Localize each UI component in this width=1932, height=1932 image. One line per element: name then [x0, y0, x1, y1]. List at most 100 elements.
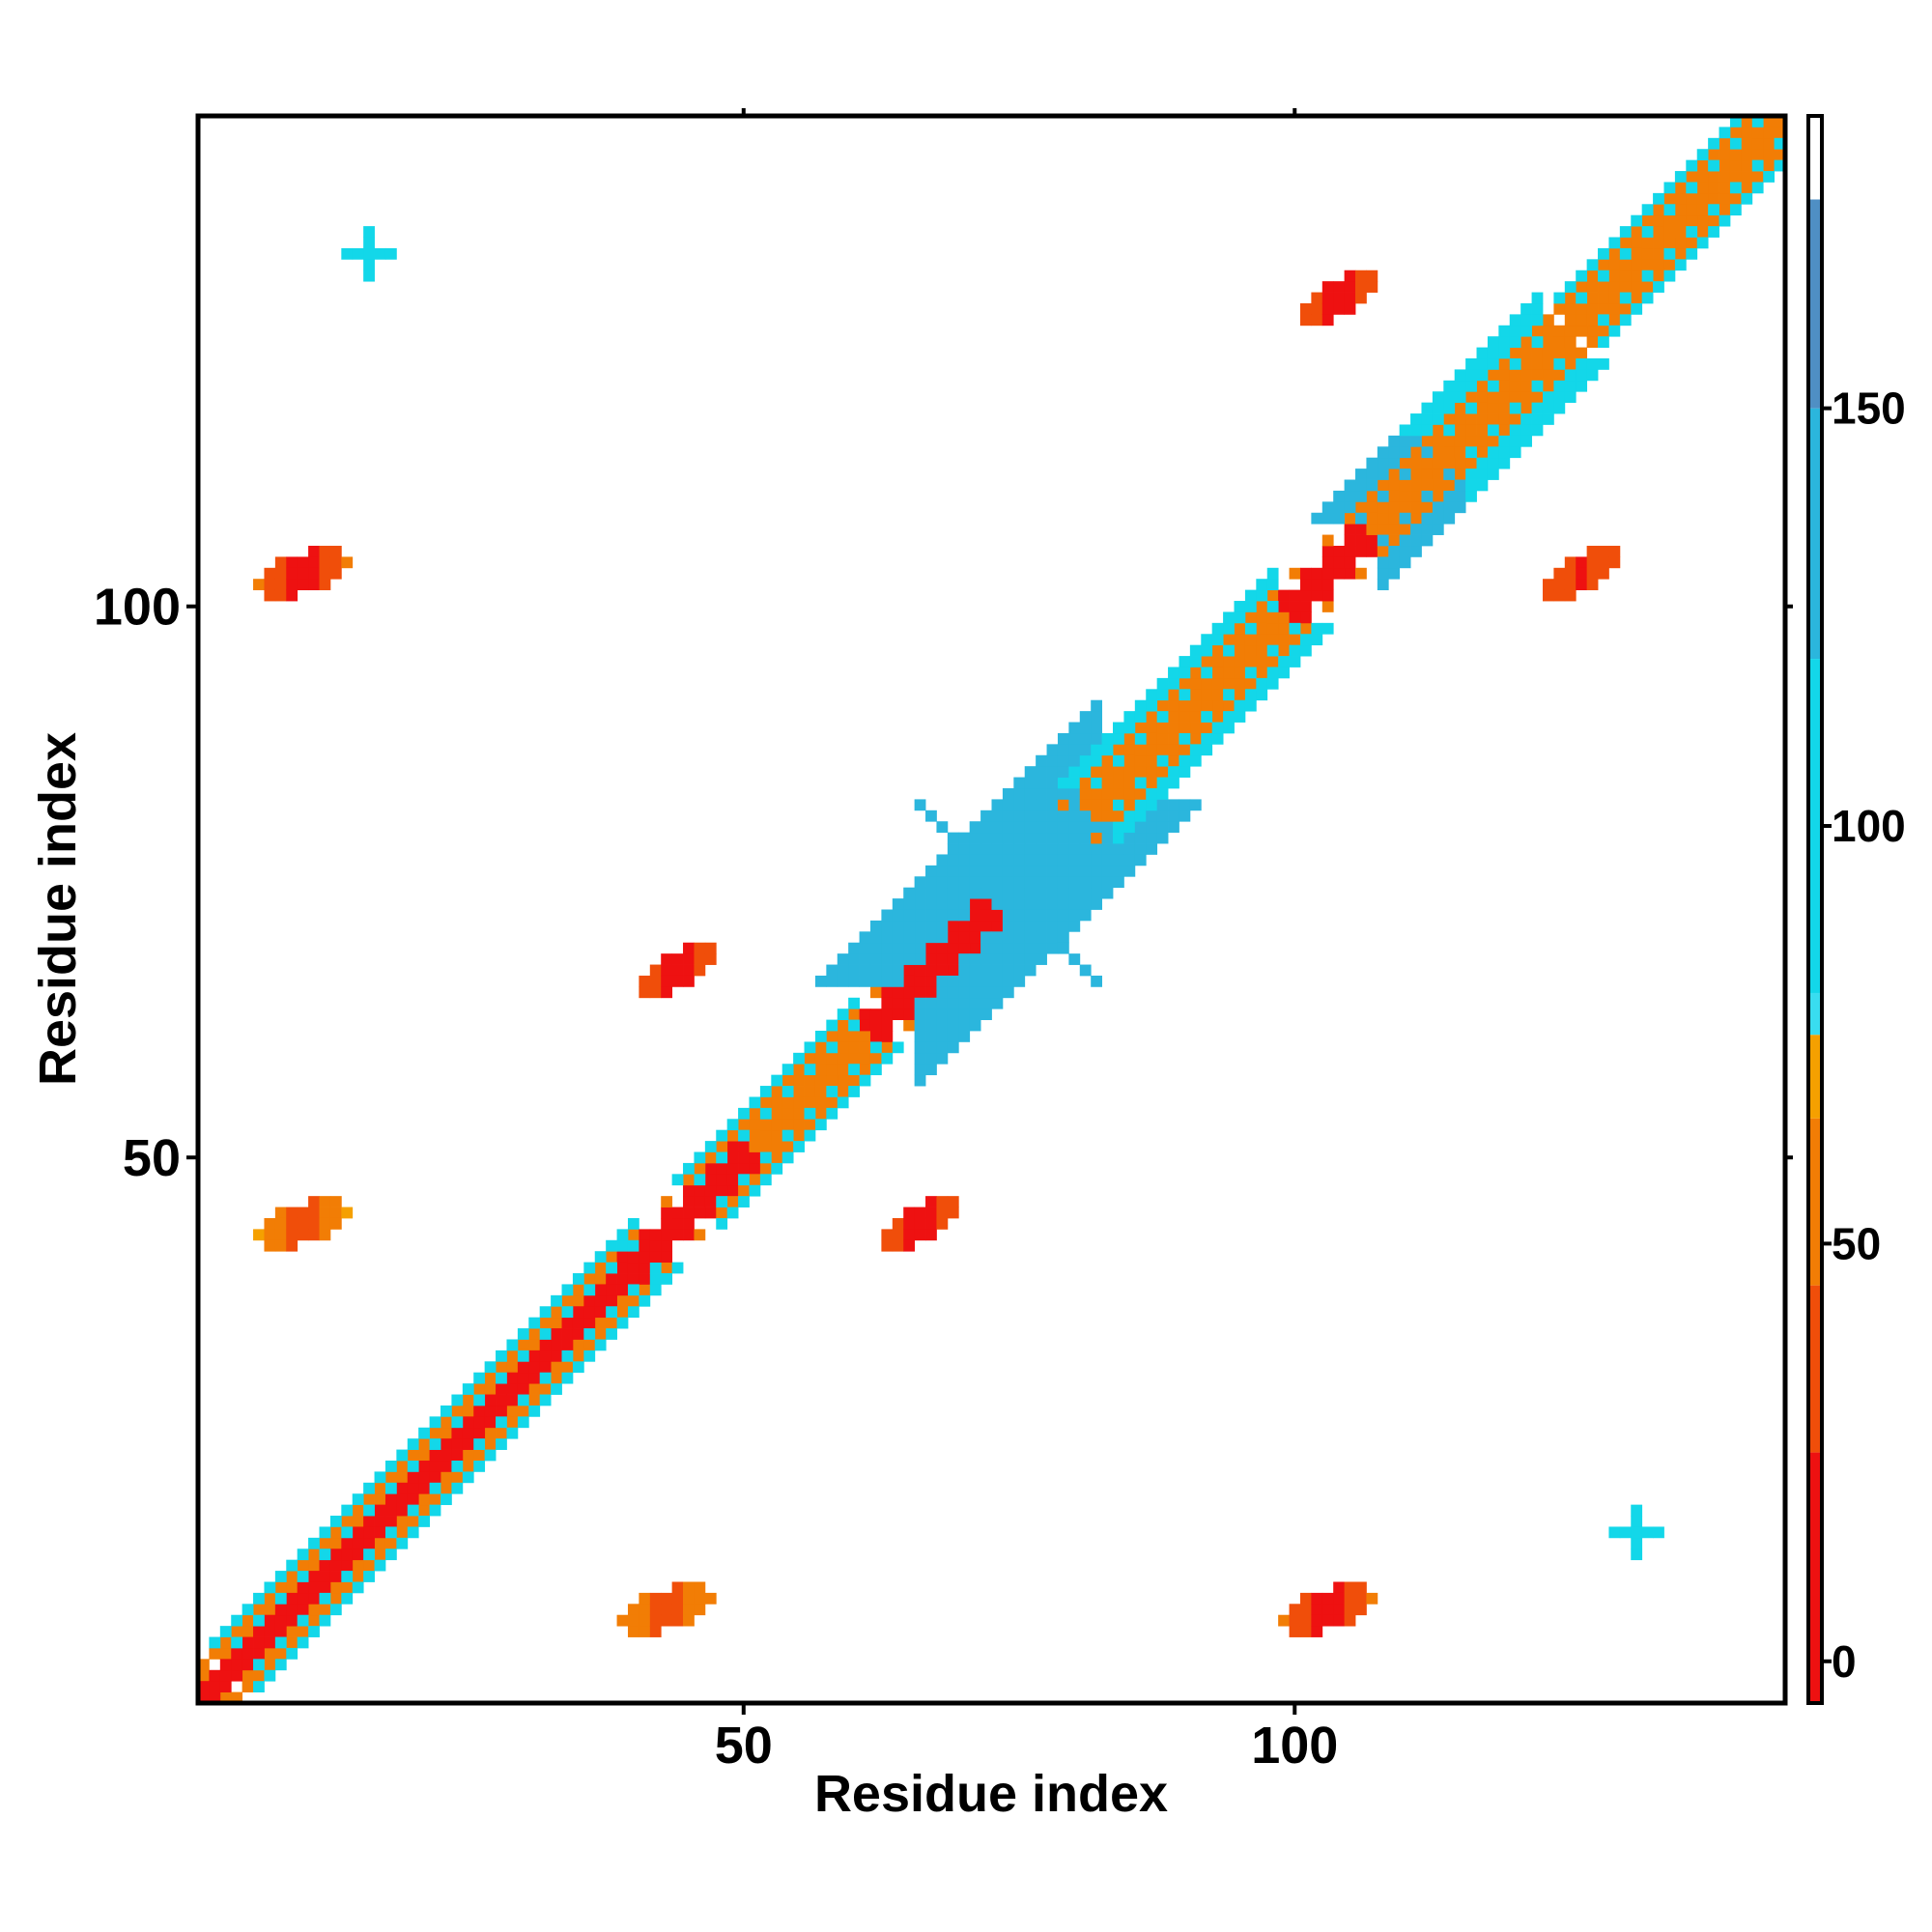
heatmap-cell: [1454, 479, 1466, 492]
heatmap-cell: [616, 1273, 629, 1285]
heatmap-cell: [517, 1328, 529, 1340]
heatmap-cell: [1046, 931, 1059, 944]
heatmap-cell: [914, 1229, 926, 1241]
heatmap-cell: [1113, 777, 1124, 789]
heatmap-cell: [716, 1184, 728, 1197]
heatmap-cell: [1024, 777, 1037, 789]
heatmap-cell: [572, 1361, 584, 1374]
heatmap-cell: [1333, 281, 1346, 293]
heatmap-cell: [1002, 975, 1014, 987]
heatmap-cell: [1598, 281, 1609, 293]
heatmap-cell: [1576, 347, 1588, 359]
heatmap-cell: [384, 1482, 397, 1494]
heatmap-cell: [1399, 469, 1411, 480]
heatmap-cell: [583, 1339, 596, 1351]
heatmap-cell: [1333, 1592, 1346, 1605]
heatmap-cell: [561, 1361, 574, 1374]
heatmap-cell: [1299, 611, 1312, 624]
heatmap-cell: [1729, 182, 1742, 194]
heatmap-cell: [1377, 567, 1389, 580]
heatmap-cell: [1366, 490, 1378, 502]
heatmap-cell: [274, 1581, 287, 1594]
heatmap-cell: [1432, 501, 1444, 514]
heatmap-cell: [936, 931, 949, 944]
colorbar-band: [1808, 408, 1822, 660]
heatmap-cell: [1024, 953, 1037, 965]
heatmap-cell: [1179, 689, 1191, 701]
heatmap-cell: [219, 1626, 232, 1637]
heatmap-cell: [1586, 259, 1599, 271]
heatmap-cell: [1179, 699, 1191, 712]
heatmap-cell: [925, 1031, 937, 1042]
heatmap-cell: [1421, 457, 1434, 469]
heatmap-cell: [1179, 744, 1191, 756]
heatmap-cell: [859, 1041, 871, 1054]
heatmap-cell: [1531, 391, 1544, 404]
heatmap-cell: [671, 1581, 684, 1594]
heatmap-cell: [991, 854, 1004, 867]
heatmap-cell: [936, 1019, 949, 1032]
heatmap-cell: [936, 1207, 949, 1219]
heatmap-cell: [1079, 777, 1092, 789]
heatmap-cell: [1410, 435, 1422, 447]
heatmap-cell: [814, 1052, 827, 1065]
heatmap-cell: [1091, 744, 1102, 756]
heatmap-cell: [242, 1647, 254, 1660]
heatmap-cell: [1079, 744, 1092, 756]
heatmap-cell: [1476, 435, 1489, 447]
heatmap-cell: [1079, 787, 1092, 800]
heatmap-cell: [1542, 314, 1554, 327]
heatmap-cell: [1211, 689, 1224, 701]
heatmap-cell: [440, 1405, 452, 1417]
heatmap-cell: [274, 1659, 287, 1671]
heatmap-cell: [1278, 644, 1290, 657]
heatmap-cell: [1598, 358, 1609, 370]
heatmap-cell: [903, 942, 916, 954]
heatmap-cell: [1321, 556, 1334, 569]
heatmap-cell: [1741, 182, 1753, 194]
heatmap-cell: [1421, 446, 1434, 459]
heatmap-cell: [319, 1537, 331, 1549]
heatmap-cell: [1553, 336, 1566, 348]
heatmap-cell: [319, 567, 331, 580]
heatmap-cell: [1289, 1614, 1301, 1627]
heatmap-cell: [1686, 204, 1698, 216]
heatmap-cell: [274, 1229, 287, 1241]
heatmap-cell: [716, 1151, 728, 1164]
heatmap-cell: [1598, 292, 1609, 304]
heatmap-cell: [308, 1614, 320, 1627]
heatmap-cell: [1553, 391, 1566, 404]
heatmap-cell: [451, 1460, 464, 1472]
heatmap-cell: [1278, 1614, 1290, 1627]
heatmap-cell: [980, 920, 992, 932]
heatmap-cell: [1443, 435, 1456, 447]
heatmap-cell: [1134, 744, 1147, 756]
heatmap-cell: [551, 1361, 562, 1374]
heatmap-cell: [947, 975, 959, 987]
heatmap-cell: [264, 1592, 276, 1605]
heatmap-cell: [771, 1074, 783, 1087]
heatmap-cell: [1036, 887, 1047, 899]
heatmap-cell: [627, 1273, 639, 1285]
heatmap-cell: [528, 1361, 541, 1374]
heatmap-cell: [639, 1229, 651, 1241]
heatmap-cell: [1299, 601, 1312, 612]
heatmap-cell: [1696, 214, 1709, 227]
heatmap-cell: [1553, 380, 1566, 392]
heatmap-cell: [1410, 446, 1422, 459]
heatmap-cell: [826, 1031, 838, 1042]
heatmap-cell: [1068, 810, 1081, 822]
heatmap-cell: [925, 1019, 937, 1032]
heatmap-cell: [1002, 843, 1014, 855]
heatmap-cell: [1344, 512, 1356, 525]
heatmap-cell: [1068, 865, 1081, 877]
heatmap-cell: [1333, 501, 1346, 514]
heatmap-cell: [473, 1405, 486, 1417]
heatmap-cell: [892, 942, 904, 954]
heatmap-cell: [1432, 524, 1444, 535]
heatmap-cell: [1531, 302, 1544, 315]
heatmap-cell: [980, 986, 992, 999]
heatmap-cell: [496, 1383, 507, 1395]
heatmap-cell: [1223, 722, 1235, 734]
heatmap-cell: [561, 1350, 574, 1362]
